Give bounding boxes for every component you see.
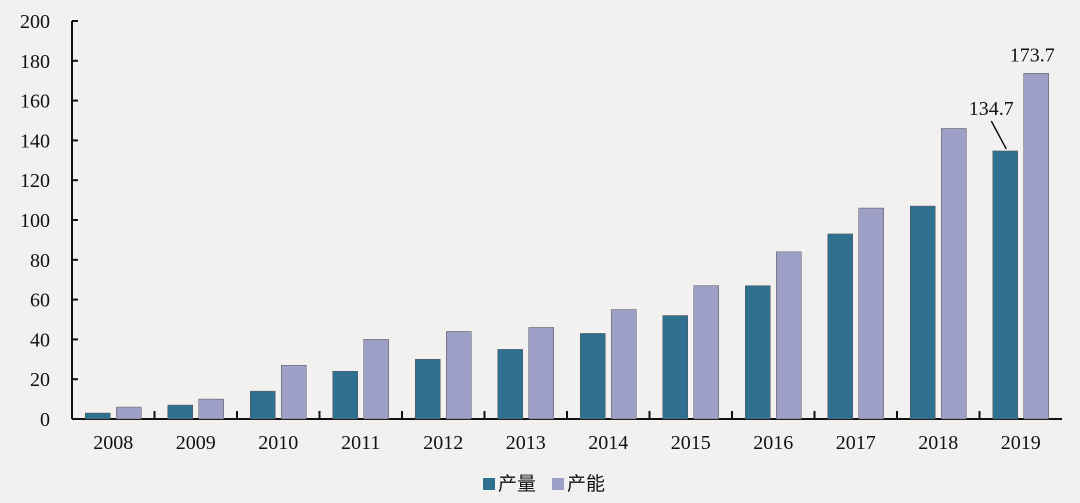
bar-产量-2013: [497, 349, 523, 420]
bar-产能-2010: [281, 365, 307, 420]
axes: 0 20 40 60 80 100 120 140 160 180 200 2008 2009 2010 2…: [20, 11, 1062, 454]
bar-产量-2019: [992, 150, 1018, 420]
bar-产能-2008: [116, 406, 142, 420]
x-tick-label: 2010: [258, 432, 298, 454]
x-tick-label: 2013: [506, 432, 546, 454]
legend: 产量 产能: [483, 473, 605, 495]
bar-产量-2011: [332, 370, 358, 420]
bar-产能-2015: [693, 285, 719, 420]
bar-产能-2009: [198, 398, 224, 420]
bar-产量-2015: [662, 315, 688, 420]
x-tick-label: 2018: [918, 432, 958, 454]
y-tick-label: 40: [30, 329, 50, 351]
legend-swatch-0: [483, 478, 495, 490]
x-tick-label: 2012: [423, 432, 463, 454]
bar-产量-2016: [745, 285, 771, 420]
bar-产量-2008: [85, 412, 111, 420]
y-tick-label: 120: [20, 170, 50, 192]
y-tick-label: 200: [20, 11, 50, 33]
x-tick-label: 2019: [1001, 432, 1041, 454]
y-tick-label: 160: [20, 91, 50, 113]
y-tick-label: 60: [30, 290, 50, 312]
y-tick-label: 180: [20, 51, 50, 73]
x-tick-label: 2009: [176, 432, 216, 454]
x-tick-label: 2014: [588, 432, 628, 454]
bar-产能-2017: [858, 207, 884, 420]
y-tick-label: 100: [20, 210, 50, 232]
bar-产量-2014: [580, 333, 606, 420]
bar-产能-2018: [941, 128, 967, 420]
bar-产能-2014: [611, 309, 637, 420]
bar-产能-2012: [446, 331, 472, 420]
bar-产能-2013: [528, 327, 554, 420]
y-tick-label: 140: [20, 130, 50, 152]
y-tick-label: 20: [30, 369, 50, 391]
legend-label-0: 产量: [498, 473, 536, 495]
legend-label-1: 产能: [567, 473, 605, 495]
y-tick-label: 0: [40, 409, 50, 431]
bar-产量-2009: [167, 404, 193, 420]
bars: [85, 73, 1049, 420]
y-tick-label: 80: [30, 250, 50, 272]
bar-产能-2016: [776, 251, 802, 420]
bar-产量-2012: [415, 359, 441, 420]
bar-产量-2010: [250, 390, 276, 420]
x-tick-label: 2015: [671, 432, 711, 454]
x-tick-label: 2016: [753, 432, 793, 454]
data-label: 173.7: [1010, 44, 1055, 66]
bar-产能-2011: [363, 339, 389, 420]
x-tick-label: 2017: [836, 432, 876, 454]
data-label: 134.7: [969, 98, 1014, 120]
bar-产能-2019: [1023, 73, 1049, 420]
bar-产量-2018: [910, 205, 936, 420]
legend-swatch-1: [552, 478, 564, 490]
x-tick-label: 2008: [93, 432, 133, 454]
bar-产量-2017: [827, 233, 853, 420]
labels: 134.7 173.7: [969, 44, 1055, 150]
data-label-leader: [990, 120, 1007, 150]
x-tick-label: 2011: [341, 432, 380, 454]
